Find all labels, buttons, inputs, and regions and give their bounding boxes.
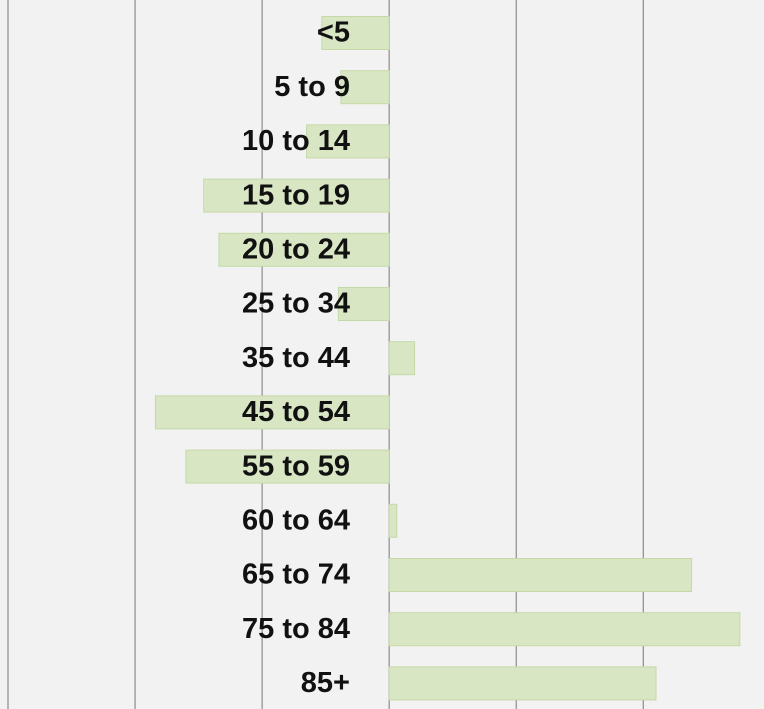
bar — [388, 503, 398, 538]
bar — [203, 178, 390, 213]
bar — [306, 124, 390, 159]
bar — [388, 341, 416, 376]
category-label: 60 to 64 — [242, 504, 350, 536]
category-label: <5 — [317, 17, 350, 49]
bar — [388, 558, 693, 592]
category-label: 5 to 9 — [274, 71, 350, 103]
bar — [340, 70, 390, 105]
category-label: 10 to 14 — [242, 125, 350, 157]
bar — [185, 449, 390, 484]
category-label: 20 to 24 — [242, 233, 350, 265]
bar — [321, 16, 390, 50]
bar — [388, 666, 657, 701]
category-label: 35 to 44 — [242, 342, 350, 374]
category-label: 65 to 74 — [242, 559, 350, 591]
category-label: 25 to 34 — [242, 288, 350, 320]
bar — [388, 612, 741, 647]
bar — [337, 287, 390, 321]
category-label: 75 to 84 — [242, 613, 350, 645]
category-label: 45 to 54 — [242, 396, 350, 428]
bar — [154, 395, 390, 430]
category-label: 55 to 59 — [242, 450, 350, 482]
category-label: 15 to 19 — [242, 179, 350, 211]
bar — [218, 232, 390, 267]
category-label: 85+ — [301, 667, 350, 699]
